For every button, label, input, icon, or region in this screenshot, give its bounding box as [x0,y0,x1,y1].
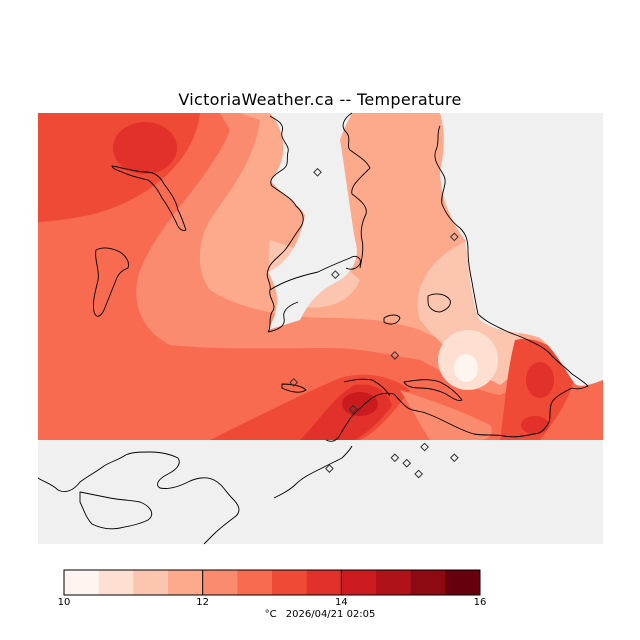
coast-inlet-south [267,301,299,333]
colorbar-tick-label: 12 [196,597,210,608]
east-water [440,113,603,386]
island-small-1 [383,314,401,325]
station-marker [402,458,412,468]
coast-south-headland [325,392,395,442]
colorbar-swatch [445,570,481,595]
station-markers [289,167,459,479]
temp-zone-14-east [526,362,554,398]
coast-south-land [37,451,240,545]
map-title: VictoriaWeather.ca -- Temperature [178,90,462,109]
no-data-south [38,440,603,544]
colorbar-swatch [306,570,342,595]
station-marker [390,351,400,360]
temp-zone-13-5 [113,122,177,174]
colorbar-swatch [341,570,377,595]
units-label: °C [264,609,277,620]
coast-inlet-north [269,255,361,291]
temp-zone-12-shore [400,390,492,440]
coast-west-inlet [266,115,304,333]
coast-south-land-island [79,491,153,530]
inlet-water [268,113,357,330]
station-marker [313,167,322,177]
colorbar [63,569,481,596]
colorbar-swatch [64,570,100,595]
island-small-2 [281,383,307,393]
water-areas [268,113,603,386]
coast-south-land-east [273,445,353,499]
temp-zone-10-5 [454,354,478,382]
colorbar-tick-label: 10 [57,597,71,608]
station-marker [348,404,358,414]
station-marker [414,469,424,479]
station-marker [325,464,334,473]
station-marker [289,377,299,387]
colorbar-swatch [237,570,273,595]
footer-caption: °C 2026/04/21 02:05 [0,609,640,620]
station-marker [449,232,459,242]
colorbar-swatch [202,570,238,595]
coast-south-shore [393,387,573,438]
colorbar-swatch [133,570,169,595]
station-marker [390,453,400,463]
coast-saanich-east [434,125,589,390]
colorbar-swatch [376,570,412,595]
colorbar-swatch [272,570,308,595]
coast-west-inlet2 [343,378,391,397]
temp-zone-14-5 [342,392,378,416]
colorbar-tick-label: 16 [473,597,487,608]
timestamp: 2026/04/21 02:05 [285,609,376,620]
island-north [111,165,187,231]
station-marker [330,270,340,280]
colorbar-swatch [168,570,204,595]
colorbar-swatch [410,570,446,595]
island-west [93,247,129,317]
temp-zone-13-se [521,416,549,434]
coastlines [37,112,589,545]
station-marker [420,442,429,452]
coast-victoria-harbour [403,379,463,401]
colorbar-swatch [98,570,134,595]
station-marker [449,453,459,463]
island-centre [427,293,451,313]
colorbar-tick-label: 14 [334,597,348,608]
coast-saanich [342,112,371,269]
